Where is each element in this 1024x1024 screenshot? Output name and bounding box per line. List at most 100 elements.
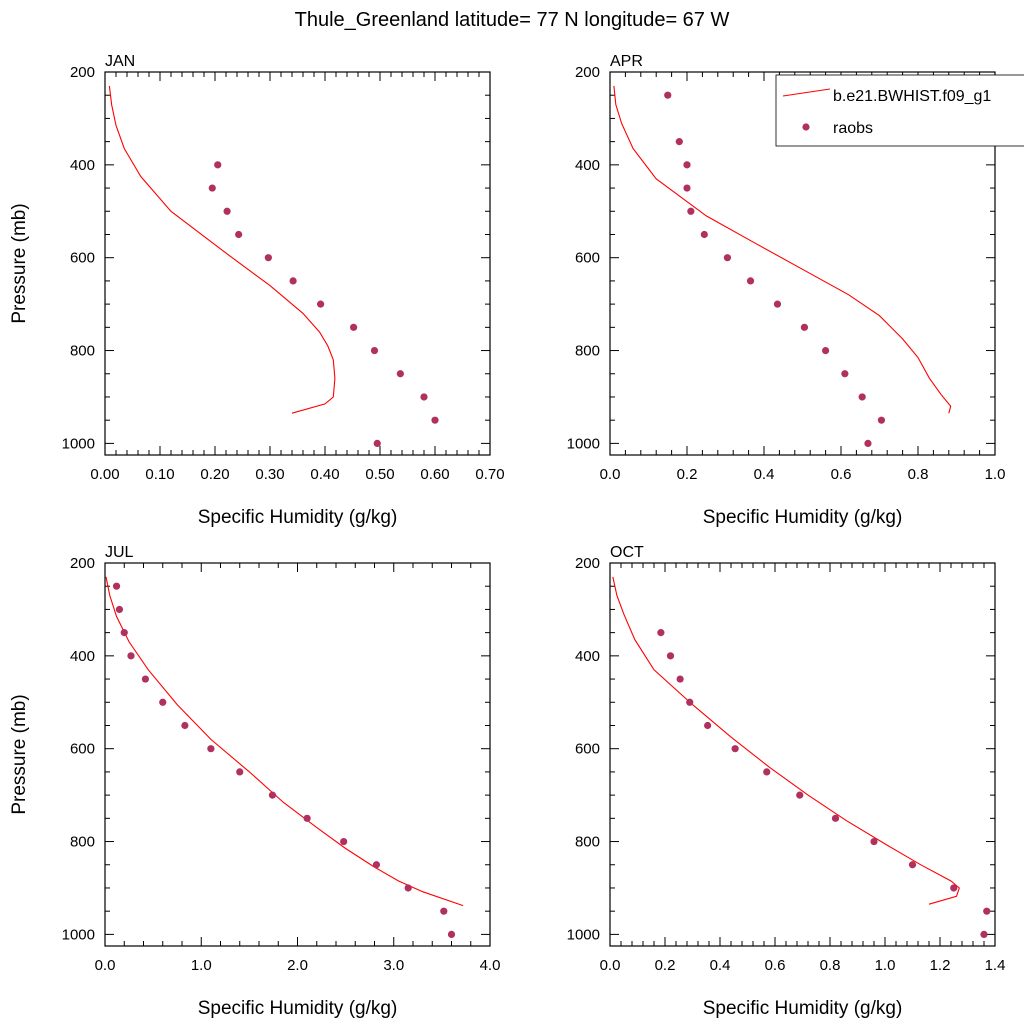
y-tick-label: 200 [70, 64, 95, 81]
y-tick-label: 200 [575, 64, 600, 81]
x-tick-label: 0.4 [754, 466, 775, 483]
plot-frame-jan [104, 71, 491, 456]
raobs-point [207, 745, 215, 753]
raobs-point [141, 675, 150, 683]
raobs-point [268, 791, 277, 799]
y-tick-label: 1000 [62, 926, 95, 943]
chart-main-title: Thule_Greenland latitude= 77 N longitude… [295, 9, 730, 31]
raobs-point [214, 161, 222, 169]
raobs-point [822, 346, 830, 355]
x-tick-label: 0.00 [90, 466, 119, 483]
raobs-point [223, 207, 231, 215]
raobs-point [120, 629, 128, 637]
raobs-point [396, 370, 404, 378]
x-tick-label: 0.70 [475, 466, 504, 483]
x-tick-label: 0.2 [655, 957, 676, 974]
raobs-point [870, 837, 878, 846]
raobs-point [340, 837, 348, 846]
y-tick-label: 800 [575, 343, 600, 360]
panel-jan: JAN 0.00 0.10 0.20 0.30 0.40 0.50 0.60 0.70 200 40… [9, 53, 505, 528]
raobs-point [676, 675, 684, 683]
raobs-point [317, 300, 325, 308]
y-tick-label: 200 [575, 555, 600, 572]
x-tick-label: 0.0 [600, 466, 621, 483]
raobs-point [700, 230, 708, 239]
panel-title-jan: JAN [105, 53, 135, 70]
raobs-point [112, 582, 121, 590]
x-tick-label: 0.8 [908, 466, 929, 483]
y-tick-label: 800 [70, 834, 95, 851]
raobs-point [115, 605, 124, 614]
raobs-point [264, 254, 272, 262]
x-tick-label: 0.8 [820, 957, 841, 974]
raobs-point [704, 721, 712, 730]
raobs-point [683, 184, 691, 192]
x-tick-label: 0.30 [255, 466, 284, 483]
raobs-point [763, 768, 771, 776]
raobs-point [858, 393, 866, 401]
raobs-point [796, 791, 804, 799]
y-tick-label: 400 [70, 157, 95, 174]
raobs-point [447, 930, 456, 938]
raobs-point [687, 207, 695, 215]
raobs-point [370, 346, 379, 355]
raobs-point [181, 721, 189, 730]
x-tick-label: 1.0 [875, 957, 896, 974]
raobs-point [950, 884, 958, 892]
y-tick-label: 1000 [567, 435, 600, 452]
panel-title-jul: JUL [105, 544, 134, 561]
legend-label-model: b.e21.BWHIST.f09_g1 [833, 88, 991, 105]
raobs-point [773, 300, 782, 308]
panel-jul: JUL 0.0 1.0 2.0 3.0 4.0 200 400 600 800 1000 Specif… [9, 544, 500, 1019]
x-tick-label: 0.40 [310, 466, 339, 483]
x-tick-label: 1.0 [985, 466, 1006, 483]
raobs-point [440, 907, 448, 915]
y-axis-label: Pressure (mb) [9, 203, 30, 323]
y-tick-label: 800 [575, 834, 600, 851]
panel-oct: OCT 0.0 0.2 0.4 0.6 0.8 1.0 1.2 1.4 200 400 600 800 1… [567, 544, 1006, 1019]
raobs-point [303, 814, 311, 822]
y-tick-label: 200 [70, 555, 95, 572]
x-tick-label: 1.2 [930, 957, 951, 974]
x-tick-label: 0.0 [600, 957, 621, 974]
x-tick-label: 0.0 [95, 957, 116, 974]
raobs-point [289, 277, 297, 285]
y-tick-label: 1000 [567, 926, 600, 943]
x-tick-label: 0.6 [831, 466, 852, 483]
x-tick-label: 0.2 [677, 466, 698, 483]
raobs-point [800, 323, 809, 331]
raobs-point [831, 814, 840, 822]
raobs-point [723, 254, 732, 262]
model-line-apr [613, 85, 952, 414]
raobs-point [159, 698, 167, 706]
y-tick-label: 400 [575, 648, 600, 665]
y-tick-label: 600 [70, 741, 95, 758]
x-tick-label: 0.60 [420, 466, 449, 483]
raobs-point [127, 652, 135, 660]
x-tick-label: 1.0 [191, 957, 212, 974]
raobs-point [236, 768, 244, 776]
legend-line-swatch [782, 88, 831, 97]
raobs-point [686, 698, 694, 706]
legend-label-raobs: raobs [833, 120, 873, 137]
y-tick-label: 600 [575, 250, 600, 267]
x-axis-label: Specific Humidity (g/kg) [703, 998, 903, 1019]
raobs-point [657, 629, 665, 637]
raobs-point [864, 439, 872, 447]
y-tick-label: 600 [575, 741, 600, 758]
raobs-point [877, 416, 886, 424]
chart-panels: JAN 0.00 0.10 0.20 0.30 0.40 0.50 0.60 0.70 200 40… [9, 53, 1024, 1019]
plot-frame-jul [104, 562, 491, 947]
panel-apr: APR 0.0 0.2 0.4 0.6 0.8 1.0 200 400 600 800 1000 Spe… [567, 53, 1006, 528]
raobs-point [731, 745, 739, 753]
raobs-point [666, 652, 675, 660]
model-line-jul [105, 576, 464, 907]
x-axis-label: Specific Humidity (g/kg) [703, 507, 903, 528]
raobs-point [235, 230, 243, 239]
raobs-point [841, 370, 849, 378]
x-tick-label: 0.10 [145, 466, 174, 483]
x-tick-label: 3.0 [383, 957, 404, 974]
raobs-point [746, 277, 755, 285]
raobs-point [980, 930, 988, 938]
